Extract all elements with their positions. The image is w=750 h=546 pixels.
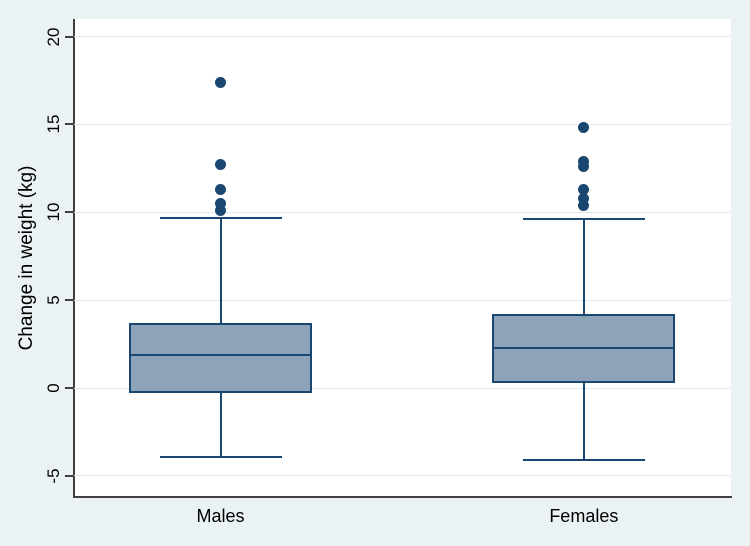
gridline (74, 475, 731, 477)
lower-whisker-stem (219, 393, 222, 457)
gridline (74, 299, 731, 301)
upper-whisker-stem (219, 217, 222, 324)
plot-area: -5 0 5 10 15 20 Males Females (44, 19, 732, 526)
y-tick (65, 387, 73, 390)
outlier-dot (578, 199, 590, 211)
upper-whisker-cap (159, 216, 282, 219)
outlier-dot (215, 159, 226, 171)
outlier-dot (578, 161, 590, 173)
lower-whisker-cap (522, 459, 645, 462)
gridline (74, 211, 731, 213)
y-tick (65, 35, 73, 38)
y-tick-label: 0 (44, 383, 63, 393)
y-axis-title: Change in weight (kg) (16, 165, 37, 351)
y-axis-line (73, 19, 75, 497)
y-tick-label: -5 (44, 468, 63, 484)
y-tick-label: 15 (44, 114, 63, 134)
y-tick (65, 123, 73, 126)
outlier-dot (215, 183, 226, 195)
y-tick-label: 20 (44, 27, 63, 47)
outlier-dot (215, 198, 226, 210)
outlier-dot (215, 205, 226, 217)
outlier-dot (578, 183, 590, 195)
gridline (74, 36, 731, 38)
upper-whisker-stem (582, 219, 585, 315)
y-tick-label: 10 (44, 202, 63, 222)
median-line (492, 346, 676, 349)
x-tick-label: Males (196, 506, 245, 526)
median-line (129, 353, 312, 356)
x-axis-line (73, 496, 732, 498)
outlier-dot (578, 122, 590, 134)
y-tick-label: 5 (44, 295, 63, 305)
y-tick (65, 474, 73, 477)
x-tick-label: Females (549, 506, 619, 526)
outlier-dot (215, 76, 226, 88)
y-tick (65, 299, 73, 302)
gridline (74, 123, 731, 125)
outlier-dot (578, 192, 590, 204)
lower-whisker-stem (582, 382, 585, 461)
box-males (129, 323, 312, 394)
upper-whisker-cap (522, 218, 645, 221)
lower-whisker-cap (159, 455, 282, 458)
y-tick (65, 211, 73, 214)
